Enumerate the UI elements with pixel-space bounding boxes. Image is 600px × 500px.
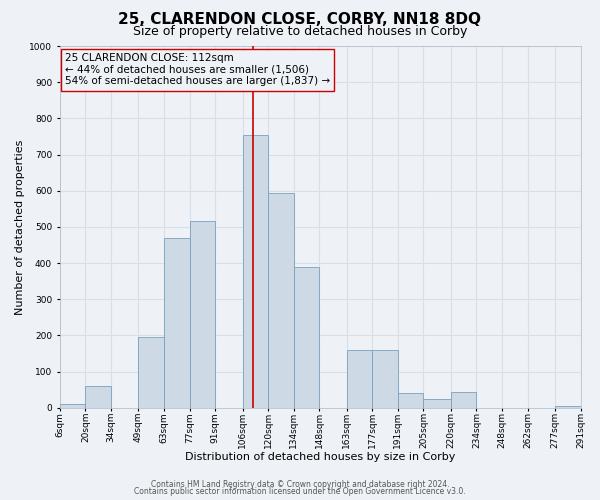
Bar xyxy=(347,350,372,408)
Bar xyxy=(424,398,451,408)
Bar xyxy=(242,134,268,408)
Text: Contains HM Land Registry data © Crown copyright and database right 2024.: Contains HM Land Registry data © Crown c… xyxy=(151,480,449,489)
Bar xyxy=(555,406,581,408)
Y-axis label: Number of detached properties: Number of detached properties xyxy=(15,139,25,314)
Bar xyxy=(268,192,293,408)
Bar xyxy=(139,337,164,408)
X-axis label: Distribution of detached houses by size in Corby: Distribution of detached houses by size … xyxy=(185,452,455,462)
Bar xyxy=(164,238,190,408)
Text: Contains public sector information licensed under the Open Government Licence v3: Contains public sector information licen… xyxy=(134,487,466,496)
Text: 25 CLARENDON CLOSE: 112sqm
← 44% of detached houses are smaller (1,506)
54% of s: 25 CLARENDON CLOSE: 112sqm ← 44% of deta… xyxy=(65,53,330,86)
Bar xyxy=(60,404,85,408)
Text: Size of property relative to detached houses in Corby: Size of property relative to detached ho… xyxy=(133,25,467,38)
Bar xyxy=(85,386,111,408)
Bar xyxy=(190,222,215,408)
Bar xyxy=(293,266,319,408)
Text: 25, CLARENDON CLOSE, CORBY, NN18 8DQ: 25, CLARENDON CLOSE, CORBY, NN18 8DQ xyxy=(119,12,482,28)
Bar xyxy=(372,350,398,408)
Bar xyxy=(398,394,424,408)
Bar xyxy=(451,392,476,408)
